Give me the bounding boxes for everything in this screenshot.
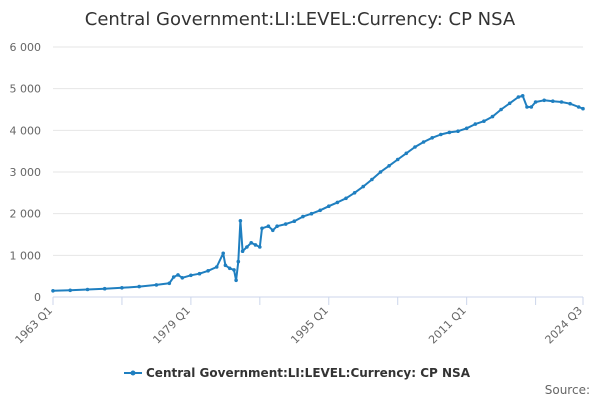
series-line [52,94,584,292]
data-point [352,191,357,195]
data-point [301,214,305,219]
y-tick-label: 3 000 [10,166,42,179]
data-point [520,94,525,98]
data-point [421,140,426,144]
data-point [551,99,555,103]
data-point [499,107,503,112]
data-point [529,105,534,109]
data-point [576,105,581,109]
data-point [482,119,486,123]
x-tick-label: 1979 Q1 [150,304,193,347]
data-point [137,284,141,289]
chart-title: Central Government:LI:LEVEL:Currency: CP… [85,9,516,30]
data-point [344,196,348,201]
data-point [318,208,323,213]
grid-lines [53,46,583,298]
data-point [395,157,400,162]
y-tick-label: 4 000 [10,124,42,137]
data-point [232,268,236,272]
data-point [525,105,529,109]
data-point [85,287,90,292]
data-point [189,273,193,278]
data-point [271,228,275,233]
data-point [533,100,538,104]
y-tick-label: 0 [34,291,41,304]
y-tick-label: 2 000 [10,208,42,221]
data-point [327,204,331,208]
data-point [335,200,340,205]
data-point [447,130,452,135]
data-point [167,281,172,286]
data-point [51,289,55,293]
data-point [559,100,564,104]
data-point [378,170,383,174]
data-point [473,122,478,126]
data-point [180,276,185,280]
data-point [245,245,249,249]
data-point [456,129,460,133]
data-point [234,278,238,283]
data-point [542,98,546,103]
data-point [260,226,264,231]
data-point [275,224,279,228]
data-point [361,184,366,189]
data-point [227,266,232,271]
data-point [120,286,124,290]
data-point [309,211,314,216]
data-point [370,177,374,182]
y-tick-label: 1 000 [10,249,42,262]
legend-dot-marker [130,370,136,376]
data-point [249,241,253,245]
data-point [223,263,228,268]
data-point [430,136,435,140]
data-point [236,259,241,264]
data-point [258,245,262,249]
data-point [490,114,495,119]
data-point [253,243,258,247]
data-point [568,101,572,106]
data-point [197,271,202,276]
data-point [413,145,417,149]
data-point [516,95,521,99]
data-point [581,106,585,111]
data-point [292,219,297,223]
data-point [68,288,72,293]
data-point [439,132,443,137]
x-tick-label: 1963 Q1 [13,304,56,347]
legend[interactable]: Central Government:LI:LEVEL:Currency: CP… [124,366,471,380]
data-point [507,101,512,106]
data-point [176,273,180,277]
data-point [404,151,409,156]
y-tick-label: 6 000 [10,41,42,54]
series-group [51,94,585,293]
data-point [283,222,288,226]
x-tick-label: 2024 Q3 [543,304,586,347]
data-point [102,286,107,291]
data-point [238,219,243,223]
data-point [206,269,210,273]
data-point [214,265,219,269]
data-point [154,283,159,287]
data-point [221,251,225,256]
data-point [266,224,271,228]
x-tick-label: 1995 Q1 [288,304,331,347]
legend-label: Central Government:LI:LEVEL:Currency: CP… [146,366,471,380]
data-point [387,164,391,168]
source-label: Source: [545,383,590,397]
x-tick-label: 2011 Q1 [426,304,469,347]
x-axis: 1963 Q1 1979 Q1 1995 Q1 2011 Q1 2024 Q3 [13,296,586,347]
y-tick-label: 5 000 [10,83,42,96]
y-axis-ticks: 0 1 000 2 000 3 000 4 000 5 000 6 000 [10,41,42,304]
data-point [464,126,469,131]
data-point [240,249,245,253]
data-point [171,275,176,279]
